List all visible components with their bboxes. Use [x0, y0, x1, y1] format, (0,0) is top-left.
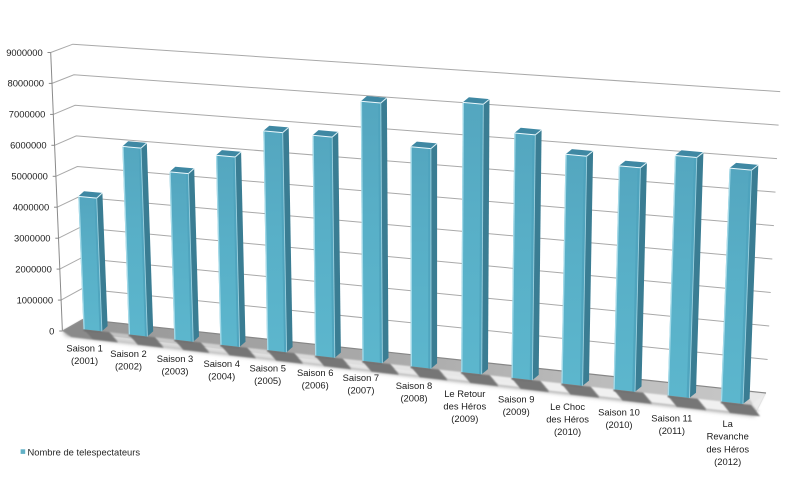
svg-text:2000000: 2000000 [15, 263, 52, 274]
svg-text:Le Retour: Le Retour [444, 388, 485, 399]
svg-text:Saison 7: Saison 7 [343, 372, 379, 383]
svg-text:des Héros: des Héros [706, 443, 749, 454]
svg-text:Saison 2: Saison 2 [110, 348, 146, 359]
svg-text:Saison 1: Saison 1 [66, 342, 102, 353]
svg-text:(2002): (2002) [115, 360, 142, 371]
svg-text:6000000: 6000000 [10, 140, 47, 151]
svg-text:Saison 4: Saison 4 [203, 358, 239, 369]
svg-text:1000000: 1000000 [17, 294, 54, 305]
svg-text:(2008): (2008) [400, 392, 427, 403]
svg-text:0: 0 [49, 325, 54, 336]
svg-text:des Héros: des Héros [546, 414, 589, 425]
svg-text:Saison 6: Saison 6 [297, 367, 333, 378]
svg-text:Le Choc: Le Choc [550, 401, 585, 412]
svg-text:(2004): (2004) [208, 371, 235, 382]
svg-text:Saison 9: Saison 9 [498, 393, 534, 404]
svg-text:La: La [722, 418, 733, 429]
svg-text:(2007): (2007) [347, 385, 374, 396]
svg-text:(2010): (2010) [554, 426, 581, 437]
svg-text:Saison 3: Saison 3 [157, 353, 193, 364]
svg-text:(2010): (2010) [605, 419, 632, 430]
svg-text:5000000: 5000000 [11, 171, 48, 182]
svg-text:(2005): (2005) [254, 375, 281, 386]
svg-text:(2011): (2011) [659, 425, 685, 436]
svg-text:Revanche: Revanche [707, 431, 749, 442]
svg-text:9000000: 9000000 [6, 47, 43, 58]
svg-text:Saison 11: Saison 11 [651, 412, 692, 423]
svg-text:(2006): (2006) [302, 380, 329, 391]
svg-text:Saison 5: Saison 5 [249, 363, 285, 374]
svg-text:(2001): (2001) [71, 355, 98, 366]
svg-text:7000000: 7000000 [9, 109, 46, 120]
svg-text:(2009): (2009) [451, 413, 478, 424]
svg-text:Nombre de telespectateurs: Nombre de telespectateurs [28, 447, 141, 458]
svg-text:(2003): (2003) [161, 366, 188, 377]
svg-text:des Héros: des Héros [443, 401, 486, 412]
svg-text:(2009): (2009) [503, 406, 530, 417]
svg-text:8000000: 8000000 [8, 78, 45, 89]
svg-text:(2012): (2012) [714, 456, 741, 467]
svg-text:Saison 8: Saison 8 [396, 380, 432, 391]
svg-text:3000000: 3000000 [14, 233, 51, 244]
svg-text:Saison 10: Saison 10 [598, 406, 640, 417]
svg-text:4000000: 4000000 [13, 202, 50, 213]
